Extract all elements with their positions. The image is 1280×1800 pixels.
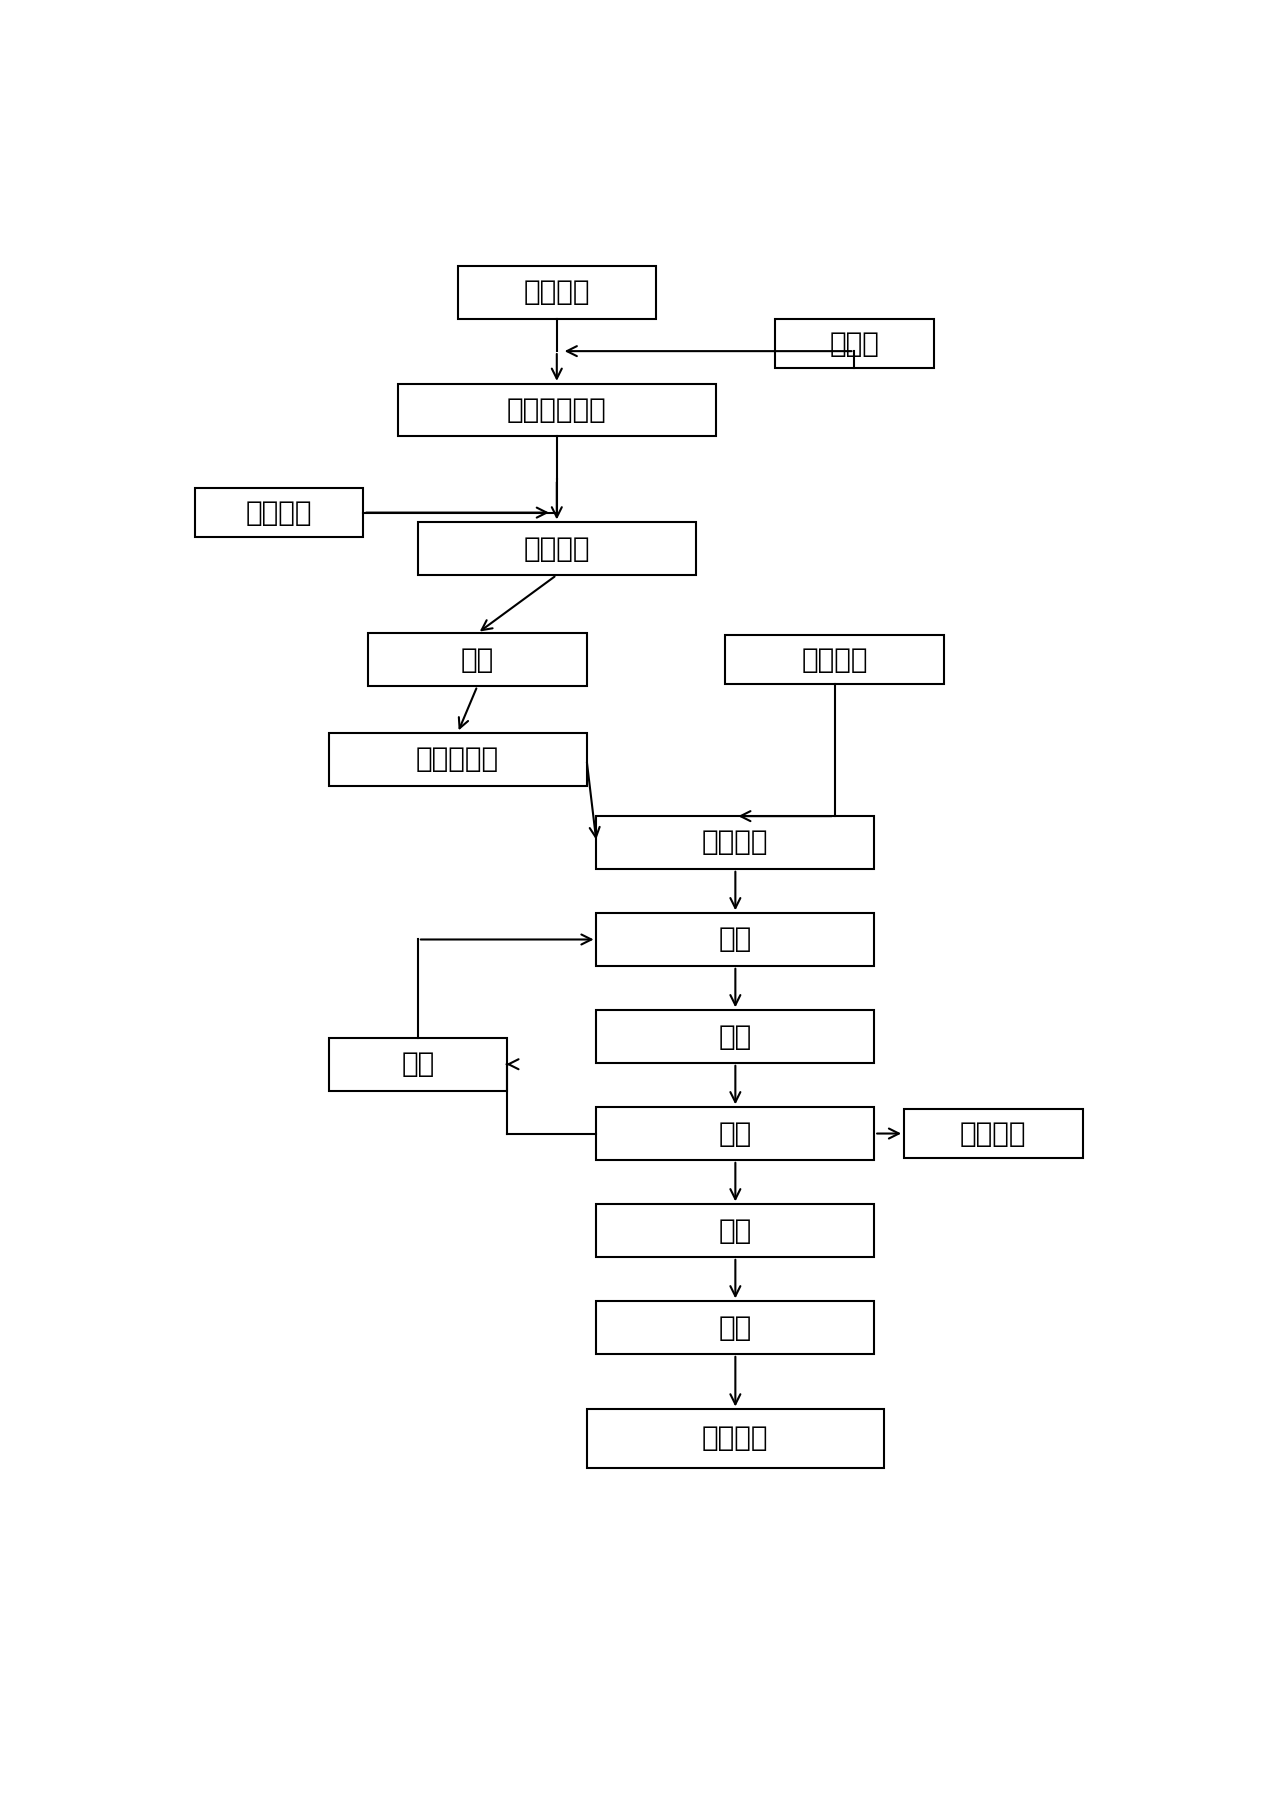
Bar (417, 522, 696, 574)
Bar (596, 1204, 874, 1256)
Text: 干燥: 干燥 (461, 646, 494, 673)
Bar (458, 266, 657, 319)
Text: 循环: 循环 (402, 1049, 434, 1078)
Text: 搅拌研磨: 搅拌研磨 (703, 828, 768, 857)
Text: 有机物: 有机物 (829, 329, 879, 358)
Bar (329, 733, 586, 785)
Text: 含有机物溶液: 含有机物溶液 (507, 396, 607, 425)
Text: 氢氧化钠: 氢氧化钠 (801, 646, 868, 673)
Bar (398, 383, 716, 436)
Text: 过滤: 过滤 (719, 1120, 751, 1148)
Bar (904, 1109, 1083, 1157)
Bar (726, 635, 943, 684)
Text: 去离子水: 去离子水 (524, 279, 590, 306)
Text: 培烧: 培烧 (719, 1314, 751, 1341)
Text: 目标粉体: 目标粉体 (703, 1424, 768, 1453)
Bar (329, 1039, 507, 1091)
Text: 滤液回收: 滤液回收 (960, 1120, 1027, 1148)
Bar (596, 1301, 874, 1354)
Bar (596, 1010, 874, 1062)
Bar (596, 1107, 874, 1159)
Bar (586, 1409, 884, 1467)
Bar (195, 488, 364, 536)
Bar (776, 319, 934, 367)
Bar (596, 913, 874, 967)
Bar (596, 815, 874, 869)
Text: 固态混合物: 固态混合物 (416, 745, 499, 774)
Text: 沉淀: 沉淀 (719, 1022, 751, 1051)
Text: 搅拌混合: 搅拌混合 (524, 535, 590, 563)
Text: 硫酸氧钛: 硫酸氧钛 (246, 499, 312, 527)
Text: 水洗: 水洗 (719, 925, 751, 954)
Text: 干燥: 干燥 (719, 1217, 751, 1244)
Bar (369, 634, 586, 686)
